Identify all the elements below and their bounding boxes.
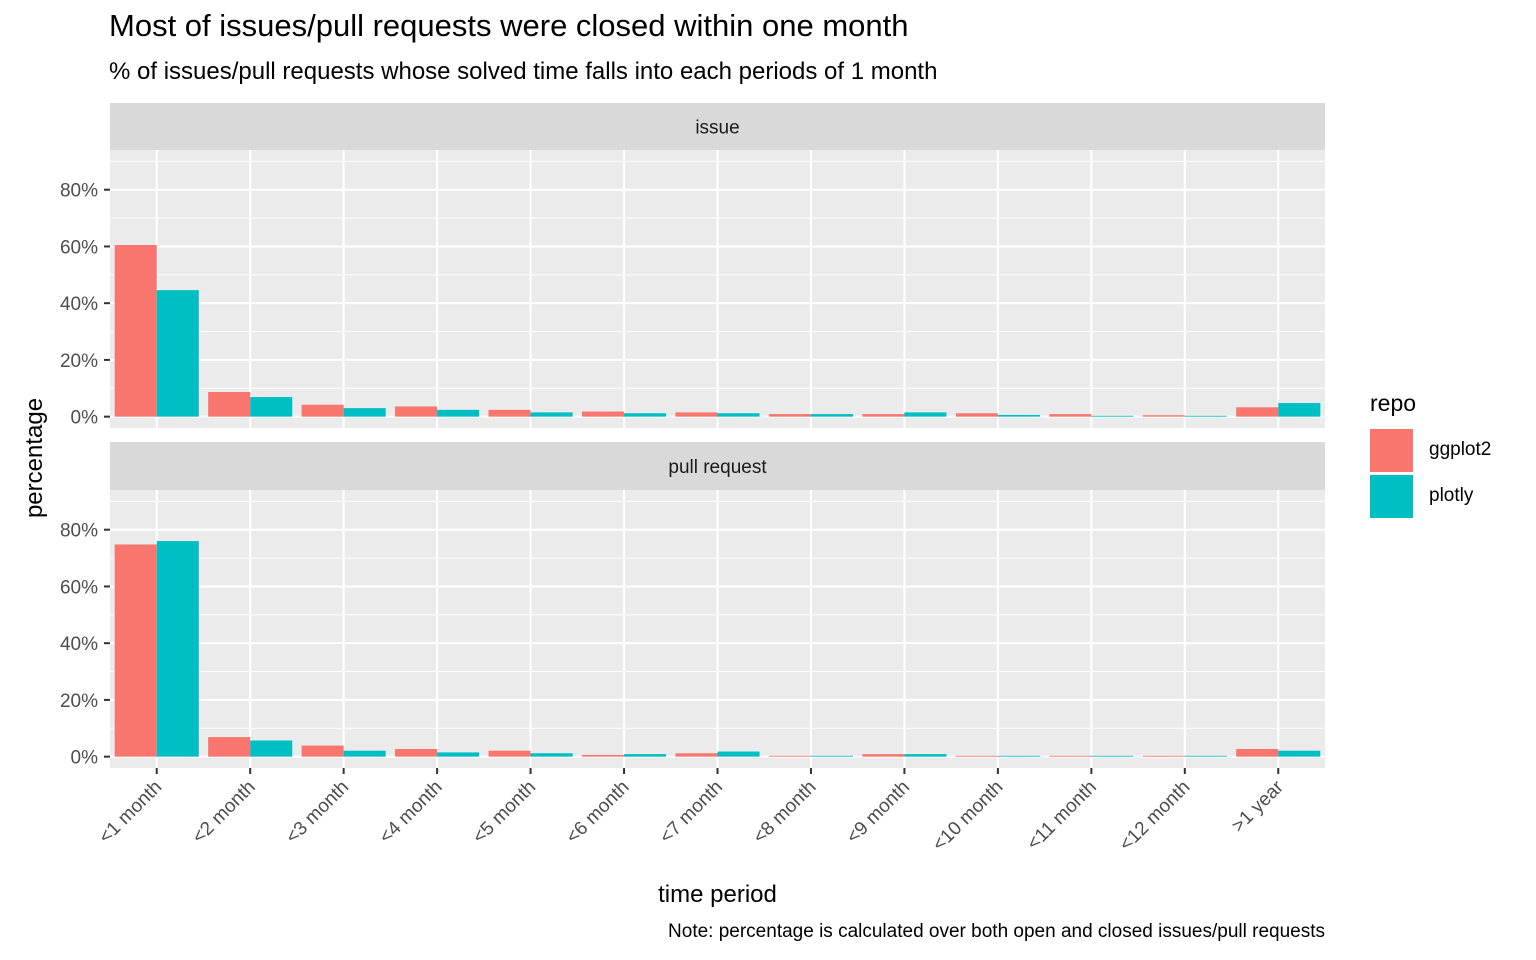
bar-pull-request-plotly-lt-7-month: [717, 751, 760, 757]
bar-pull-request-plotly-lt-6-month: [624, 754, 667, 757]
chart-title: Most of issues/pull requests were closed…: [109, 8, 909, 43]
bar-pull-request-ggplot2-lt-5-month: [488, 750, 531, 757]
x-tick-label: <1 month: [95, 777, 166, 848]
x-tick-label: <11 month: [1023, 777, 1101, 855]
y-tick-label: 20%: [60, 691, 98, 712]
bar-pull-request-plotly-lt-8-month: [810, 755, 854, 757]
y-tick-label: 80%: [60, 181, 98, 202]
bar-issue-ggplot2-lt-4-month: [395, 406, 438, 417]
bar-pull-request-ggplot2-lt-12-month: [1142, 755, 1185, 757]
x-tick-label: <5 month: [469, 777, 540, 848]
bar-pull-request-plotly-gt-1-year: [1278, 750, 1321, 757]
bar-issue-plotly-lt-4-month: [437, 409, 480, 417]
x-tick-label: <3 month: [282, 777, 353, 848]
bar-pull-request-plotly-lt-4-month: [437, 752, 480, 757]
bar-issue-ggplot2-lt-3-month: [301, 404, 344, 417]
x-tick-label: <10 month: [929, 777, 1008, 856]
bar-issue-ggplot2-lt-6-month: [581, 411, 625, 417]
x-tick-label: <7 month: [656, 777, 727, 848]
bar-issue-ggplot2-lt-5-month: [488, 409, 531, 417]
x-axis-title: time period: [658, 881, 777, 908]
y-tick-label: 0%: [71, 748, 99, 769]
bar-pull-request-plotly-lt-2-month: [250, 740, 293, 757]
bar-issue-ggplot2-lt-9-month: [862, 414, 905, 417]
bar-pull-request-ggplot2-lt-9-month: [862, 754, 905, 757]
bar-pull-request-plotly-lt-10-month: [997, 755, 1040, 757]
x-tick-label: <4 month: [375, 777, 446, 848]
bar-issue-plotly-lt-9-month: [904, 412, 947, 417]
legend-item-ggplot2: ggplot2: [1370, 427, 1491, 473]
chart-subtitle: % of issues/pull requests whose solved t…: [109, 58, 938, 85]
x-tick-label: <9 month: [843, 777, 914, 848]
bar-issue-plotly-lt-7-month: [717, 413, 760, 417]
bar-pull-request-plotly-lt-5-month: [530, 753, 573, 757]
bar-issue-plotly-lt-5-month: [530, 412, 573, 417]
bar-pull-request-ggplot2-lt-7-month: [675, 753, 718, 757]
legend-label-plotly: plotly: [1429, 485, 1474, 506]
x-tick-label: <12 month: [1116, 777, 1195, 856]
facet-label-issue: issue: [695, 118, 739, 139]
bar-issue-ggplot2-lt-10-month: [955, 413, 998, 417]
bar-issue-plotly-lt-10-month: [997, 414, 1040, 417]
legend: repo ggplot2 plotly: [1370, 390, 1491, 519]
bar-issue-plotly-lt-12-month: [1184, 415, 1227, 417]
bar-pull-request-plotly-lt-12-month: [1184, 755, 1227, 757]
chart-caption: Note: percentage is calculated over both…: [668, 921, 1325, 942]
bar-issue-plotly-lt-3-month: [343, 408, 386, 417]
legend-title: repo: [1370, 390, 1417, 416]
y-axis-title: percentage: [21, 398, 48, 518]
y-tick-label: 60%: [60, 237, 98, 258]
bar-issue-plotly-gt-1-year: [1278, 403, 1321, 417]
y-tick-label: 40%: [60, 634, 98, 655]
bar-issue-ggplot2-gt-1-year: [1236, 407, 1279, 417]
bar-pull-request-ggplot2-gt-1-year: [1236, 748, 1279, 757]
legend-key-ggplot2: [1370, 428, 1413, 472]
facet-strip-pull-request: [110, 442, 1325, 490]
bar-pull-request-ggplot2-lt-1-month: [114, 544, 157, 757]
bar-pull-request-plotly-lt-1-month: [156, 541, 199, 757]
bar-issue-plotly-lt-6-month: [624, 413, 667, 417]
legend-key-plotly: [1370, 474, 1413, 518]
bar-issue-ggplot2-lt-11-month: [1049, 414, 1092, 417]
y-tick-label: 80%: [60, 521, 98, 542]
bar-issue-ggplot2-lt-7-month: [675, 412, 718, 417]
y-tick-label: 0%: [71, 408, 99, 429]
x-tick-label: <2 month: [188, 777, 259, 848]
y-tick-label: 20%: [60, 351, 98, 372]
y-tick-label: 40%: [60, 294, 98, 315]
bar-issue-ggplot2-lt-12-month: [1142, 415, 1185, 417]
bar-pull-request-ggplot2-lt-2-month: [208, 737, 251, 757]
y-tick-label: 60%: [60, 577, 98, 598]
bar-pull-request-ggplot2-lt-4-month: [395, 748, 438, 757]
bar-pull-request-ggplot2-lt-10-month: [955, 755, 998, 757]
x-tick-label: <6 month: [562, 777, 633, 848]
facet-label-pull-request: pull request: [668, 457, 767, 478]
bar-issue-plotly-lt-1-month: [156, 290, 199, 417]
bar-pull-request-ggplot2-lt-11-month: [1049, 755, 1092, 757]
bar-issue-plotly-lt-8-month: [810, 414, 854, 417]
bar-pull-request-ggplot2-lt-3-month: [301, 745, 344, 757]
bar-pull-request-ggplot2-lt-8-month: [768, 755, 811, 757]
bar-pull-request-plotly-lt-3-month: [343, 750, 386, 757]
legend-label-ggplot2: ggplot2: [1429, 439, 1492, 460]
bar-issue-ggplot2-lt-8-month: [768, 414, 811, 417]
x-tick-label: <8 month: [749, 777, 820, 848]
bar-pull-request-ggplot2-lt-6-month: [581, 754, 625, 757]
legend-item-plotly: plotly: [1370, 473, 1491, 519]
bar-pull-request-plotly-lt-11-month: [1091, 755, 1134, 757]
bar-issue-plotly-lt-11-month: [1091, 415, 1134, 417]
bar-issue-ggplot2-lt-2-month: [208, 391, 251, 417]
bar-issue-ggplot2-lt-1-month: [114, 245, 157, 417]
x-tick-label: >1 year: [1228, 776, 1289, 837]
facet-strip-issue: [110, 103, 1325, 150]
bar-issue-plotly-lt-2-month: [250, 397, 293, 417]
bar-pull-request-plotly-lt-9-month: [904, 754, 947, 757]
